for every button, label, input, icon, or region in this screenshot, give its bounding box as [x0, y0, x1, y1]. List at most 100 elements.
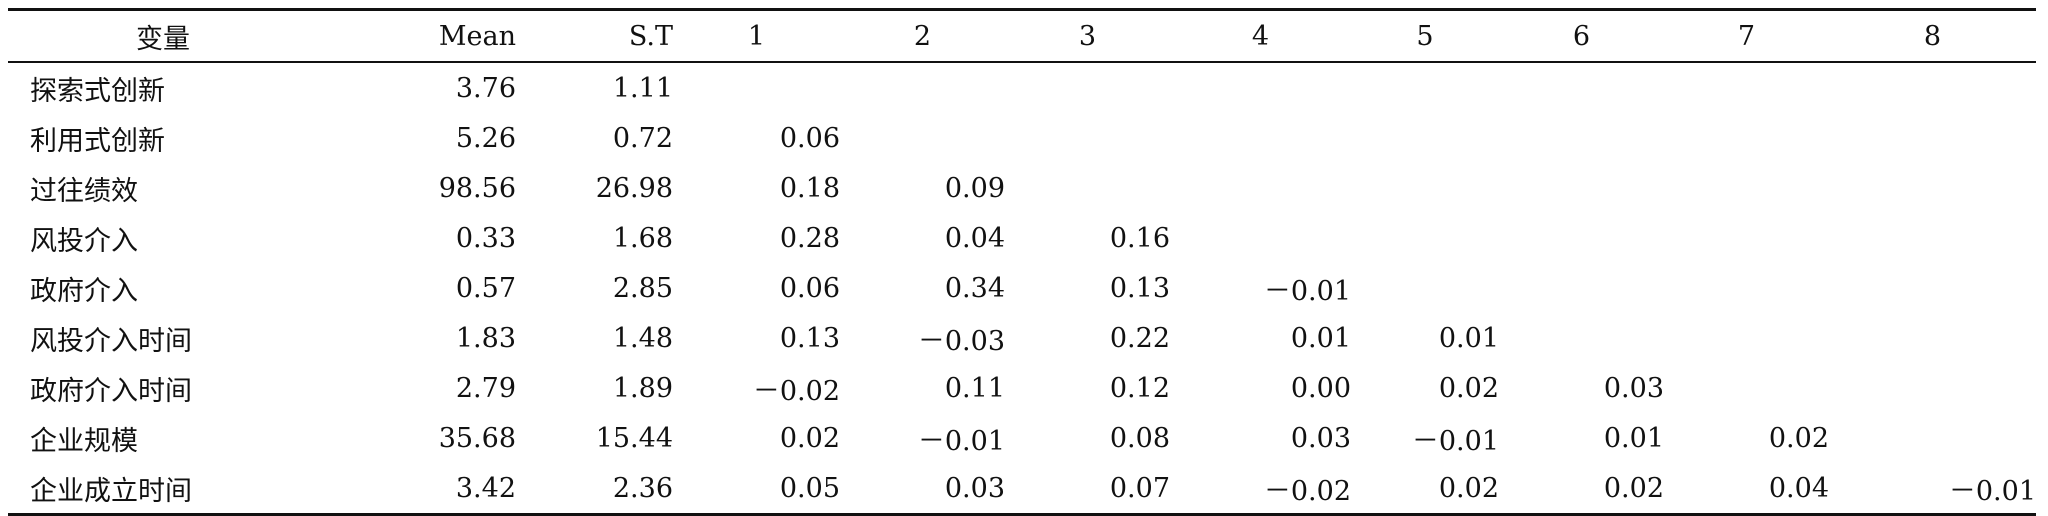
cell-mean: 1.83: [455, 322, 516, 354]
cell-col-7: [1664, 213, 1829, 263]
row-label: 企业成立时间: [30, 475, 192, 507]
cell-col-5: [1351, 63, 1499, 113]
cell-col-4: －0.02: [1263, 475, 1351, 507]
cell-col-7: [1664, 263, 1829, 313]
table-row: 利用式创新 5.26 0.72 0.06: [8, 113, 2036, 163]
cell-st: 1.48: [612, 322, 673, 354]
cell-col-2: 0.03: [944, 472, 1005, 504]
cell-col-4: －0.01: [1263, 275, 1351, 307]
cell-col-3: 0.07: [1109, 472, 1170, 504]
header-mean: Mean: [438, 20, 516, 52]
cell-col-1: 0.02: [779, 422, 840, 454]
cell-st: 0.72: [612, 122, 673, 154]
cell-col-6: [1499, 163, 1664, 213]
cell-col-3: 0.22: [1109, 322, 1170, 354]
cell-st: 2.36: [612, 472, 673, 504]
cell-col-4: 0.01: [1290, 322, 1351, 354]
cell-mean: 3.42: [455, 472, 516, 504]
cell-col-1: [673, 63, 840, 113]
cell-col-5: 0.02: [1438, 372, 1499, 404]
cell-col-5: 0.02: [1438, 472, 1499, 504]
cell-col-6: [1499, 263, 1664, 313]
cell-mean: 2.79: [455, 372, 516, 404]
cell-col-5: [1351, 213, 1499, 263]
cell-col-2: 0.11: [944, 372, 1005, 404]
table-row: 风投介入时间 1.83 1.48 0.13 －0.03 0.22 0.01 0.01: [8, 313, 2036, 363]
cell-col-6: [1499, 63, 1664, 113]
cell-col-5: [1351, 163, 1499, 213]
row-label: 过往绩效: [30, 175, 138, 207]
cell-col-1: 0.05: [779, 472, 840, 504]
header-row: 变量 Mean S.T 1 2 3 4 5 6 7 8: [8, 11, 2036, 61]
cell-col-6: 0.02: [1603, 472, 1664, 504]
cell-col-8: [1829, 163, 2036, 213]
correlation-table-body: 探索式创新 3.76 1.11 利用式创新 5.26 0.72 0.06 过往绩效 98.56 2…: [8, 63, 2036, 513]
cell-col-5: 0.01: [1438, 322, 1499, 354]
cell-col-2: [840, 63, 1005, 113]
cell-col-7: [1664, 363, 1829, 413]
cell-st: 1.89: [612, 372, 673, 404]
header-variable: 变量: [136, 23, 190, 55]
cell-col-2: 0.09: [944, 172, 1005, 204]
row-label: 探索式创新: [30, 75, 165, 107]
cell-col-3: [1005, 163, 1170, 213]
cell-mean: 35.68: [438, 422, 516, 454]
header-col-1: 1: [747, 20, 766, 52]
cell-col-4: [1170, 163, 1351, 213]
cell-col-7: [1664, 63, 1829, 113]
cell-col-6: 0.03: [1603, 372, 1664, 404]
cell-col-6: [1499, 313, 1664, 363]
table-row: 政府介入时间 2.79 1.89 －0.02 0.11 0.12 0.00 0.02 0.03: [8, 363, 2036, 413]
cell-col-5: [1351, 113, 1499, 163]
cell-col-1: 0.06: [779, 272, 840, 304]
cell-col-3: 0.16: [1109, 222, 1170, 254]
cell-st: 2.85: [612, 272, 673, 304]
cell-st: 1.68: [612, 222, 673, 254]
table-top-rule: [8, 8, 2036, 11]
cell-col-7: [1664, 313, 1829, 363]
row-label: 政府介入: [30, 275, 138, 307]
cell-col-8: [1829, 113, 2036, 163]
cell-col-8: [1829, 413, 2036, 463]
row-label: 风投介入: [30, 225, 138, 257]
header-col-7: 7: [1737, 20, 1756, 52]
header-col-3: 3: [1078, 20, 1097, 52]
cell-col-8: [1829, 363, 2036, 413]
cell-col-4: [1170, 63, 1351, 113]
table-row: 风投介入 0.33 1.68 0.28 0.04 0.16: [8, 213, 2036, 263]
cell-col-8: [1829, 213, 2036, 263]
cell-mean: 0.33: [455, 222, 516, 254]
table-row: 探索式创新 3.76 1.11: [8, 63, 2036, 113]
cell-col-1: 0.06: [779, 122, 840, 154]
cell-st: 15.44: [595, 422, 673, 454]
cell-col-2: 0.04: [944, 222, 1005, 254]
cell-col-3: [1005, 113, 1170, 163]
header-col-2: 2: [913, 20, 932, 52]
table-row: 企业成立时间 3.42 2.36 0.05 0.03 0.07 －0.02 0.02 0.02 0…: [8, 463, 2036, 513]
table-header-rule: [8, 61, 2036, 63]
cell-col-3: [1005, 63, 1170, 113]
cell-col-3: 0.13: [1109, 272, 1170, 304]
header-st: S.T: [628, 20, 673, 52]
cell-col-1: 0.13: [779, 322, 840, 354]
cell-mean: 0.57: [455, 272, 516, 304]
cell-col-4: [1170, 213, 1351, 263]
correlation-table: 变量 Mean S.T 1 2 3 4 5 6 7 8: [8, 11, 2036, 61]
cell-col-6: [1499, 213, 1664, 263]
cell-col-2: －0.01: [917, 425, 1005, 457]
cell-col-7: 0.04: [1768, 472, 1829, 504]
cell-mean: 5.26: [455, 122, 516, 154]
row-label: 风投介入时间: [30, 325, 192, 357]
cell-col-8: [1829, 313, 2036, 363]
cell-col-2: 0.34: [944, 272, 1005, 304]
cell-st: 26.98: [595, 172, 673, 204]
cell-mean: 3.76: [455, 72, 516, 104]
cell-col-7: 0.02: [1768, 422, 1829, 454]
cell-col-7: [1664, 163, 1829, 213]
cell-col-2: [840, 113, 1005, 163]
cell-col-5: －0.01: [1411, 425, 1499, 457]
cell-col-5: [1351, 263, 1499, 313]
table-row: 过往绩效 98.56 26.98 0.18 0.09: [8, 163, 2036, 213]
cell-col-4: 0.03: [1290, 422, 1351, 454]
cell-col-1: －0.02: [752, 375, 840, 407]
